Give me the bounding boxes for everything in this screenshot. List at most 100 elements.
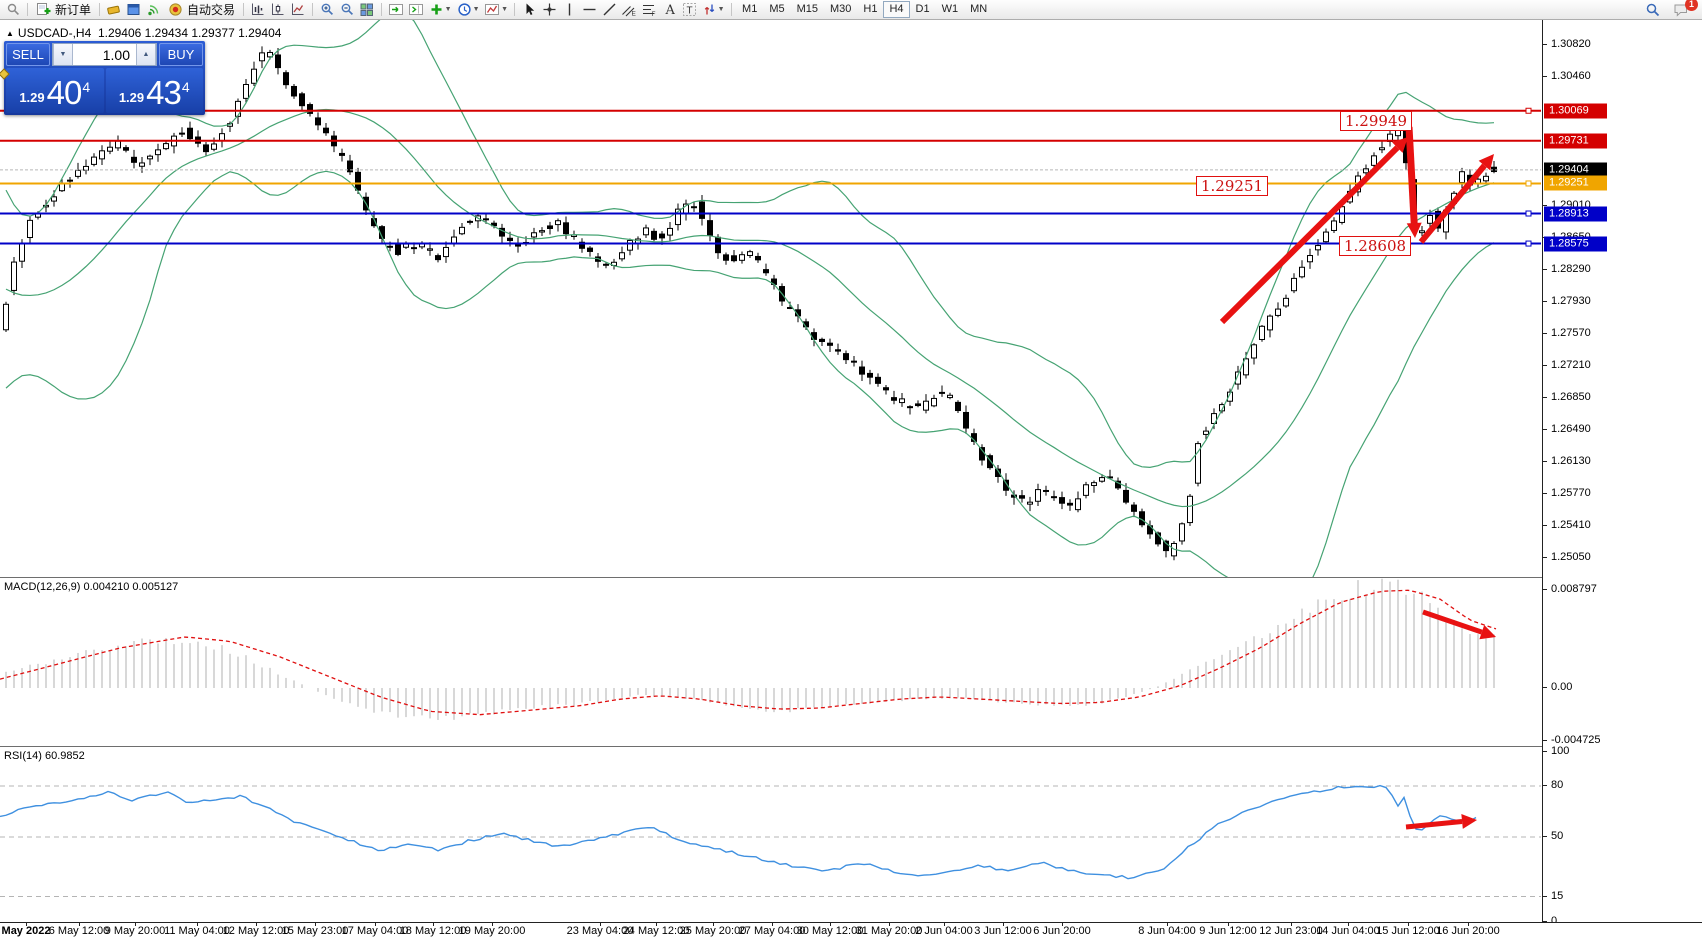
text-label-icon[interactable]: T [679,1,699,19]
timeframe-H1[interactable]: H1 [863,3,878,15]
price-axis-tick: 1.25770 [1551,486,1591,499]
horizontal-line-icon[interactable] [579,1,599,19]
candle-chart-icon[interactable] [268,1,288,19]
macd-panel[interactable]: MACD(12,26,9) 0.004210 0.005127 [0,577,1542,746]
price-annotation[interactable]: 1.28608 [1339,236,1412,256]
svg-text:A: A [664,3,675,17]
price-axis-tick: 1.26490 [1551,422,1591,435]
time-axis-label: 16 Jun 20:00 [1436,925,1500,937]
signal-icon[interactable] [144,1,164,19]
timeframe-M1[interactable]: M1 [742,3,758,15]
rsi-axis-tick: 50 [1551,830,1564,842]
toolbar: 新订单 自动交易 [0,0,1702,20]
sell-button-label: SELL [12,47,44,62]
sell-price-small: 1.29 [19,90,45,105]
crosshair-icon[interactable] [539,1,559,19]
search-icon[interactable] [1643,1,1663,19]
price-axis-tick: 1.25050 [1551,550,1591,563]
time-axis-label: 3 Jun 12:00 [974,925,1032,937]
indicators-menu-button[interactable]: ▼ [482,1,510,19]
price-axis-tick: 1.28290 [1551,262,1591,275]
search-partial-icon[interactable] [3,1,23,19]
time-axis-label: 12 May 12:00 [222,925,290,937]
collapse-marker-icon[interactable]: ▲ [6,29,14,38]
time-axis-label: 15 May 23:00 [281,925,349,937]
cursor-icon[interactable] [519,1,539,19]
svg-text:F: F [652,11,656,17]
sell-price-big: 40 [46,74,83,111]
price-tag: 1.29731 [1544,133,1607,149]
notifications-icon[interactable]: 1 [1671,0,1698,19]
buy-price-sup: 4 [181,79,190,95]
main-chart-canvas [0,20,1541,577]
trendline-icon[interactable] [599,1,619,19]
time-axis-label: 9 Jun 12:00 [1199,925,1257,937]
time-axis-label: 6 May 12:00 [48,925,110,937]
buy-price-display[interactable]: 1.29 43 4 [105,68,203,113]
price-tag: 1.29251 [1544,175,1607,191]
toolbar-separator [312,3,314,16]
text-icon[interactable]: A [659,1,679,19]
price-annotation[interactable]: 1.29251 [1196,176,1269,196]
price-tag: 1.29404 [1544,162,1607,178]
svg-text:E: E [632,11,637,18]
sell-button[interactable]: SELL [6,43,50,66]
buy-button[interactable]: BUY [159,43,203,66]
timeframe-M30[interactable]: M30 [830,3,852,15]
volume-decrease-button[interactable]: ▼ [53,44,73,65]
rsi-axis-tick: 80 [1551,779,1564,791]
volume-field[interactable]: 1.00 [73,44,136,65]
new-order-button[interactable]: 新订单 [32,1,95,19]
zoom-in-icon[interactable] [317,1,337,19]
new-chart-button[interactable]: ▼ [426,1,454,19]
time-axis-label: 14 Jun 04:00 [1316,925,1380,937]
time-axis-label: 2 Jun 04:00 [915,925,973,937]
auto-scroll-icon[interactable] [386,1,406,19]
autotrade-button[interactable]: 自动交易 [164,1,239,19]
timeframe-M5[interactable]: M5 [769,3,785,15]
chart-shift-icon[interactable] [406,1,426,19]
rsi-canvas [0,784,1541,897]
zoom-out-icon[interactable] [337,1,357,19]
time-axis[interactable]: May 2022 6 May 12:00 9 May 20:00 11 May 04:… [0,922,1702,937]
toolbar-separator [27,3,28,16]
timeframe-MN[interactable]: MN [970,3,988,15]
time-axis-label: 9 May 20:00 [104,925,166,937]
line-chart-icon[interactable] [288,1,308,19]
market-watch-icon[interactable] [124,1,144,19]
toolbar-right: 1 [1643,0,1698,19]
period-menu-button[interactable]: ▼ [454,1,482,19]
price-tag: 1.30069 [1544,103,1607,119]
time-axis-label: 27 May 04:00 [738,925,806,937]
rsi-panel[interactable]: RSI(14) 60.9852 [0,746,1542,922]
chart-ohlc-values: 1.29406 1.29434 1.29377 1.29404 [97,26,282,40]
macd-axis-tick: 0.008797 [1551,583,1597,596]
price-axis-tick: 1.27930 [1551,294,1591,307]
timeframe-H4[interactable]: H4 [883,1,910,18]
macd-histogram [5,578,1495,720]
sell-price-display[interactable]: 1.29 40 4 [6,68,104,113]
timeframe-W1[interactable]: W1 [941,3,959,15]
time-axis-label: 17 May 04:00 [341,925,409,937]
autotrade-icon [169,3,182,16]
channel-icon[interactable]: E [619,1,639,19]
toolbar-separator [99,3,101,16]
quotes-icon[interactable] [104,1,124,19]
rsi-axis-tick: 15 [1551,889,1564,902]
price-axis[interactable]: 1.308201.304601.290101.286501.282901.279… [1542,20,1702,927]
chart-title: ▲ USDCAD-,H4 1.29406 1.29434 1.29377 1.29… [6,26,281,40]
volume-stepper: ▼ 1.00 ▲ [52,43,157,66]
macd-axis-tick: -0.004725 [1551,733,1601,746]
timeframe-D1[interactable]: D1 [915,3,930,15]
volume-increase-button[interactable]: ▲ [136,44,156,65]
toolbar-separator [731,3,733,16]
timeframe-M15[interactable]: M15 [796,3,818,15]
price-annotation[interactable]: 1.29949 [1340,111,1413,131]
bar-chart-icon[interactable] [248,1,268,19]
vertical-line-icon[interactable] [559,1,579,19]
arrows-menu-button[interactable]: ▼ [699,1,727,19]
main-price-chart[interactable] [0,20,1542,577]
toolbar-separator [243,3,245,16]
fibonacci-icon[interactable]: F [639,1,659,19]
tile-windows-icon[interactable] [357,1,377,19]
